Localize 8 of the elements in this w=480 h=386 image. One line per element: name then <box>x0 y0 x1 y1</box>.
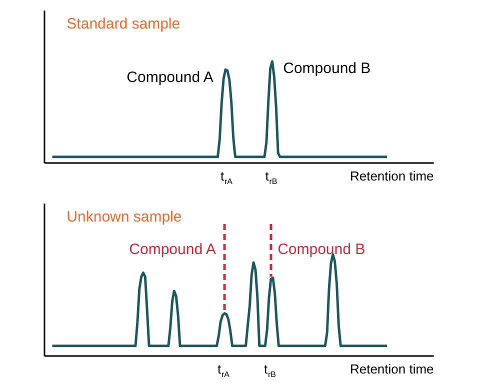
x-axis-title: Retention time <box>350 168 434 184</box>
chart-title: Standard sample <box>66 15 180 32</box>
ref-line-label: Compound B <box>278 240 366 258</box>
ref-line-label: Compound A <box>129 240 216 258</box>
annotation: Compound A <box>126 69 214 86</box>
chart-title: Unknown sample <box>66 208 182 226</box>
x-axis-title: Retention time <box>350 362 434 377</box>
annotation: Compound B <box>283 60 371 78</box>
